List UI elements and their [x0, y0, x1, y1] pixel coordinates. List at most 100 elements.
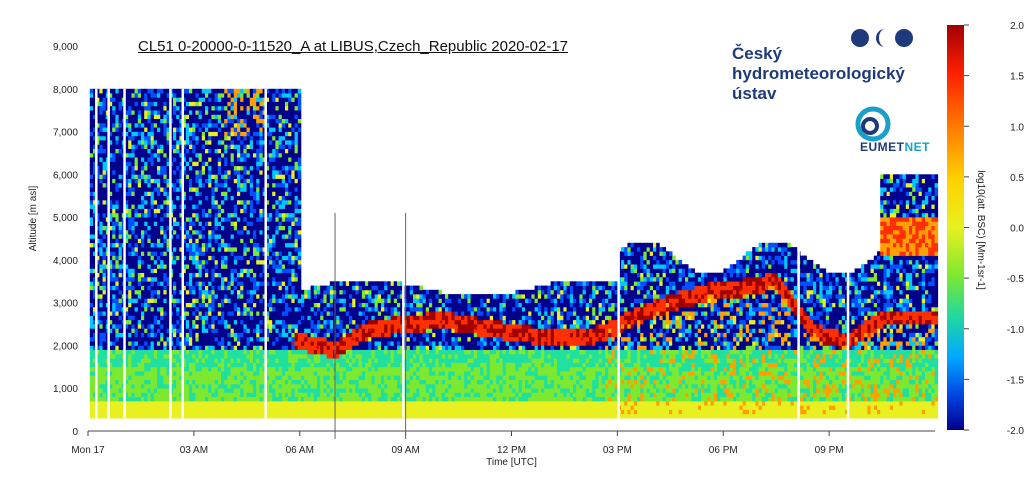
heatmap-cell — [198, 268, 203, 273]
heatmap-cell — [125, 225, 129, 231]
heatmap-cell — [243, 341, 247, 346]
heatmap-cell — [269, 144, 273, 149]
heatmap-cell — [118, 332, 123, 338]
heatmap-cell — [179, 152, 183, 158]
heatmap-cell — [96, 165, 100, 171]
heatmap-cell — [272, 97, 276, 102]
heatmap-cell — [189, 375, 193, 380]
heatmap-cell — [211, 281, 215, 286]
heatmap-cell — [288, 341, 292, 346]
heatmap-cell — [192, 405, 196, 410]
heatmap-cell — [262, 191, 267, 196]
heatmap-cell — [99, 110, 103, 115]
heatmap-cell — [147, 315, 151, 321]
heatmap-cell — [137, 157, 142, 162]
heatmap-cell — [150, 379, 155, 385]
heatmap-cell — [89, 324, 94, 329]
heatmap-cell — [163, 349, 167, 355]
heatmap-cell — [221, 182, 225, 188]
heatmap-cell — [227, 234, 231, 239]
heatmap-cell — [109, 148, 113, 154]
heatmap-cell — [173, 105, 177, 111]
heatmap-cell — [99, 208, 103, 214]
heatmap-cell — [141, 341, 145, 346]
heatmap-cell — [256, 229, 260, 235]
heatmap-cell — [237, 259, 241, 265]
heatmap-cell — [259, 200, 263, 205]
heatmap-cell — [237, 110, 241, 115]
heatmap-cell — [240, 324, 244, 329]
heatmap-cell — [182, 332, 187, 338]
heatmap-cell — [278, 375, 283, 380]
heatmap-cell — [211, 311, 215, 316]
heatmap-cell — [221, 362, 225, 368]
heatmap-cell — [230, 93, 235, 98]
heatmap-cell — [275, 272, 279, 278]
heatmap-cell — [230, 135, 235, 141]
heatmap-cell — [176, 187, 180, 192]
heatmap-cell — [233, 392, 238, 398]
heatmap-cell — [112, 349, 116, 355]
heatmap-cell — [217, 200, 222, 205]
heatmap-cell — [131, 217, 135, 222]
heatmap-cell — [246, 110, 251, 115]
heatmap-cell — [134, 105, 139, 111]
heatmap-cell — [93, 272, 97, 278]
heatmap-cell — [237, 131, 241, 137]
heatmap-cell — [272, 328, 276, 333]
heatmap-cell — [253, 118, 257, 124]
heatmap-cell — [195, 200, 199, 205]
heatmap-cell — [147, 383, 151, 389]
heatmap-cell — [265, 212, 270, 218]
heatmap-cell — [182, 148, 187, 154]
heatmap-cell — [192, 388, 196, 393]
heatmap-cell — [160, 217, 164, 222]
heatmap-cell — [249, 281, 254, 286]
heatmap-cell — [217, 371, 222, 376]
heatmap-cell — [227, 131, 231, 137]
heatmap-cell — [189, 144, 193, 149]
heatmap-cell — [109, 375, 113, 380]
heatmap-cell — [237, 247, 241, 252]
heatmap-cell — [294, 371, 299, 376]
heatmap-cell — [150, 165, 155, 171]
heatmap-cell — [153, 114, 158, 119]
heatmap-cell — [125, 221, 129, 226]
heatmap-cell — [141, 259, 145, 265]
heatmap-cell — [134, 178, 139, 184]
heatmap-cell — [198, 315, 203, 321]
heatmap-cell — [224, 289, 228, 295]
heatmap-cell — [211, 285, 215, 291]
heatmap-cell — [163, 289, 167, 295]
heatmap-cell — [160, 118, 164, 124]
heatmap-cell — [227, 251, 231, 256]
heatmap-cell — [150, 383, 155, 389]
heatmap-cell — [230, 281, 235, 286]
heatmap-cell — [179, 375, 183, 380]
heatmap-cell — [182, 396, 187, 402]
heatmap-cell — [109, 110, 113, 115]
heatmap-cell — [179, 354, 183, 359]
heatmap-cell — [246, 272, 251, 278]
heatmap-cell — [208, 336, 212, 342]
heatmap-cell — [176, 375, 180, 380]
heatmap-cell — [243, 178, 247, 184]
heatmap-cell — [185, 247, 190, 252]
heatmap-cell — [211, 375, 215, 380]
heatmap-cell — [227, 358, 231, 363]
heatmap-cell — [211, 242, 215, 248]
heatmap-cell — [224, 118, 228, 124]
heatmap-cell — [102, 319, 107, 325]
heatmap-cell — [141, 144, 145, 149]
heatmap-cell — [163, 195, 167, 201]
heatmap-cell — [163, 388, 167, 393]
heatmap-cell — [157, 110, 161, 115]
heatmap-cell — [134, 229, 139, 235]
heatmap-cell — [243, 383, 247, 389]
heatmap-cell — [208, 110, 212, 115]
heatmap-cell — [217, 315, 222, 321]
heatmap-cell — [211, 315, 215, 321]
heatmap-cell — [147, 144, 151, 149]
heatmap-cell — [246, 409, 251, 415]
heatmap-cell — [179, 281, 183, 286]
